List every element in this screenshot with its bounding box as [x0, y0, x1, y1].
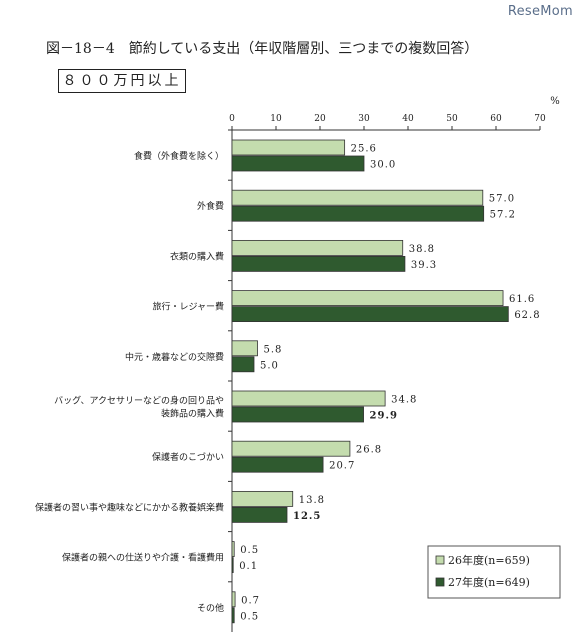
data-label: 57.2 [490, 210, 516, 221]
data-label: 61.6 [509, 294, 535, 305]
data-label: 30.0 [370, 160, 396, 171]
x-tick-label: 50 [446, 114, 458, 124]
category-label: 装飾品の購入費 [161, 408, 224, 420]
data-label: 13.8 [299, 495, 325, 506]
legend-label: 26年度(n=659) [448, 553, 530, 567]
bar-fy2014 [231, 189, 484, 206]
legend-label: 27年度(n=649) [448, 575, 530, 589]
data-label: 5.0 [260, 360, 279, 371]
x-tick-label: 60 [490, 114, 502, 124]
x-tick-label: 40 [402, 114, 414, 124]
bar-fy2015 [231, 557, 234, 573]
bar-fy2014 [231, 541, 235, 557]
x-tick-label: 30 [358, 114, 370, 124]
data-label: 0.5 [240, 545, 259, 556]
data-label: 25.6 [351, 144, 377, 155]
unit-label: % [550, 96, 560, 107]
resemom-logo: ReseMom [507, 4, 573, 19]
bar-fy2014 [231, 490, 294, 507]
bar-fy2014 [231, 139, 346, 156]
category-label: 衣類の購入費 [170, 250, 224, 262]
bar-fy2014 [231, 239, 404, 256]
data-label: 0.5 [240, 611, 259, 622]
bar-fy2014 [231, 591, 236, 608]
bar-fy2015 [231, 306, 509, 323]
category-label: 保護者の習い事や趣味などにかかる教養娯楽費 [35, 501, 224, 513]
data-label: 38.8 [409, 244, 435, 255]
income-bracket-label: ８００万円以上 [58, 69, 186, 93]
bar-fy2015 [231, 406, 364, 423]
category-label: バッグ、アクセサリーなどの身の回り品や [54, 395, 224, 407]
category-label: その他 [197, 602, 224, 614]
legend-swatch [435, 577, 445, 587]
data-label: 0.7 [241, 595, 260, 606]
bar-fy2014 [231, 290, 504, 307]
legend [427, 545, 561, 599]
data-label: 57.0 [489, 194, 515, 205]
bar-fy2015 [231, 255, 406, 272]
x-tick-label: 10 [270, 114, 282, 124]
data-label: 20.7 [329, 461, 355, 472]
x-tick-label: 20 [314, 114, 326, 124]
chart-title: 図－18－4 節約している支出（年収階層別、三つまでの複数回答） [46, 41, 479, 57]
bar-fy2015 [231, 456, 324, 473]
bar-fy2014 [231, 440, 351, 457]
legend-swatch [435, 555, 445, 565]
data-label: 26.8 [356, 445, 382, 456]
bar-fy2015 [231, 205, 485, 222]
category-label: 旅行・レジャー費 [152, 301, 224, 313]
data-label: 34.8 [391, 395, 417, 406]
bar-fy2015 [231, 356, 255, 373]
x-tick-label: 70 [534, 114, 546, 124]
data-label: 39.3 [411, 260, 437, 271]
bar-fy2015 [231, 155, 365, 172]
bar-fy2015 [231, 607, 235, 624]
data-label: 5.8 [264, 344, 283, 355]
category-label: 保護者の親への仕送りや介護・看護費用 [62, 552, 224, 564]
data-label: 62.8 [514, 310, 540, 321]
category-label: 中元・歳暮などの交際費 [125, 351, 224, 363]
bar-fy2014 [231, 390, 386, 407]
data-label: 12.5 [293, 511, 321, 522]
x-tick-label: 0 [229, 114, 235, 124]
bar-fy2015 [231, 506, 288, 523]
bar-fy2014 [231, 340, 258, 357]
data-label: 29.9 [370, 411, 398, 422]
data-label: 0.1 [239, 561, 258, 572]
category-label: 保護者のこづかい [152, 451, 224, 463]
category-label: 外食費 [197, 200, 224, 212]
category-label: 食費（外食費を除く） [134, 150, 224, 162]
